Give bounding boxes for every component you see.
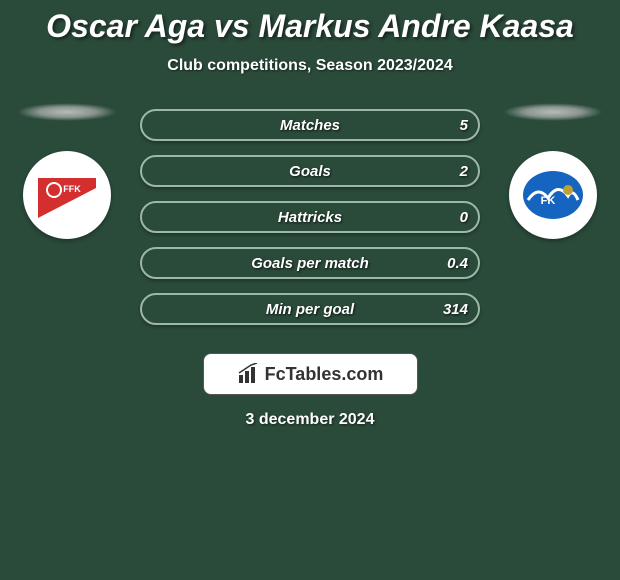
- source-logo[interactable]: FcTables.com: [203, 353, 418, 395]
- player2-club-badge: FK: [509, 151, 597, 239]
- pennant-icon: FFK: [32, 160, 102, 230]
- oval-crest-icon: FK: [518, 160, 588, 230]
- comparison-card: Oscar Aga vs Markus Andre Kaasa Club com…: [0, 0, 620, 429]
- stat-row-goals: Goals 2: [140, 155, 480, 187]
- stat-row-hattricks: Hattricks 0: [140, 201, 480, 233]
- stat-label: Matches: [280, 117, 340, 134]
- date-text: 3 december 2024: [0, 411, 620, 429]
- stat-right-value: 0: [460, 209, 468, 226]
- main-area: FFK Matches 5 Goals 2 Hattricks 0: [0, 103, 620, 325]
- stat-right-value: 5: [460, 117, 468, 134]
- stats-column: Matches 5 Goals 2 Hattricks 0 Goals per …: [140, 103, 480, 325]
- stat-row-min-per-goal: Min per goal 314: [140, 293, 480, 325]
- subtitle: Club competitions, Season 2023/2024: [0, 57, 620, 75]
- player2-silhouette: [503, 103, 603, 121]
- stat-right-value: 314: [443, 301, 468, 318]
- player1-silhouette: [17, 103, 117, 121]
- stat-right-value: 0.4: [447, 255, 468, 272]
- svg-text:FK: FK: [541, 195, 556, 207]
- stat-right-value: 2: [460, 163, 468, 180]
- stat-row-matches: Matches 5: [140, 109, 480, 141]
- stat-label: Min per goal: [266, 301, 354, 318]
- player2-column: FK: [498, 103, 608, 239]
- source-logo-text: FcTables.com: [265, 364, 384, 385]
- stat-row-goals-per-match: Goals per match 0.4: [140, 247, 480, 279]
- svg-text:FFK: FFK: [63, 184, 81, 194]
- player1-club-badge: FFK: [23, 151, 111, 239]
- stat-label: Goals per match: [251, 255, 369, 272]
- stat-label: Hattricks: [278, 209, 342, 226]
- page-title: Oscar Aga vs Markus Andre Kaasa: [0, 8, 620, 45]
- bar-chart-icon: [237, 363, 259, 385]
- stat-label: Goals: [289, 163, 331, 180]
- player1-column: FFK: [12, 103, 122, 239]
